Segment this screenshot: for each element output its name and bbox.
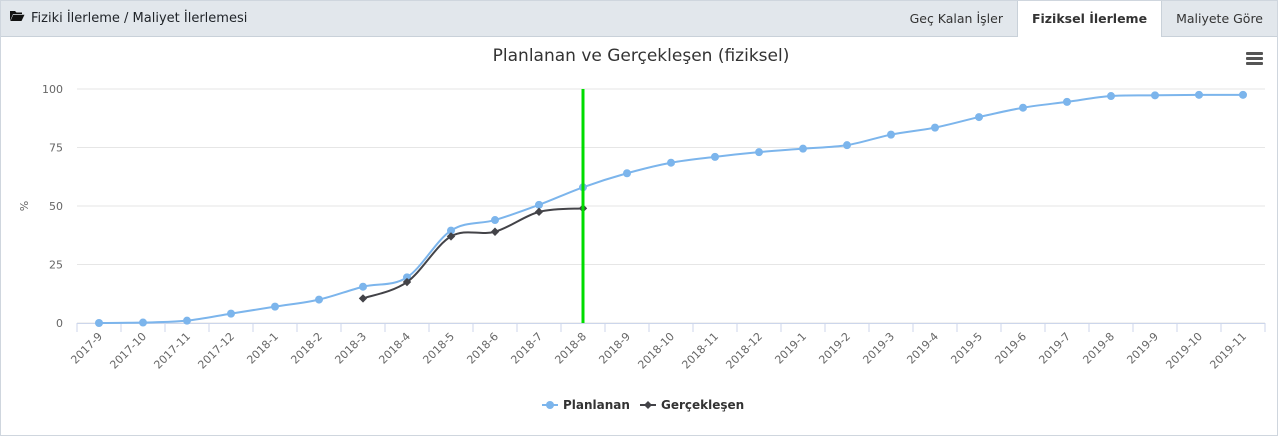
data-point[interactable] bbox=[1063, 97, 1071, 106]
x-tick-label: 2018-1 bbox=[244, 330, 281, 367]
x-tick-label: 2018-10 bbox=[635, 330, 677, 372]
data-point[interactable] bbox=[1107, 92, 1115, 101]
y-axis-label: % bbox=[18, 201, 31, 211]
data-point[interactable] bbox=[95, 319, 103, 327]
data-point[interactable] bbox=[931, 123, 939, 132]
chart-title: Planlanan ve Gerçekleşen (fiziksel) bbox=[493, 46, 790, 66]
x-tick-label: 2019-9 bbox=[1124, 330, 1161, 367]
x-tick-label: 2019-6 bbox=[992, 330, 1029, 367]
x-tick-label: 2019-7 bbox=[1036, 330, 1073, 367]
data-point[interactable] bbox=[843, 141, 851, 150]
x-tick-label: 2018-2 bbox=[288, 330, 325, 367]
x-tick-label: 2018-7 bbox=[508, 330, 545, 367]
tab-physical-progress[interactable]: Fiziksel İlerleme bbox=[1016, 1, 1163, 37]
x-tick-label: 2017-12 bbox=[195, 330, 237, 372]
data-point[interactable] bbox=[1195, 90, 1203, 99]
folder-open-icon bbox=[9, 1, 25, 36]
data-point[interactable] bbox=[446, 232, 456, 241]
data-point[interactable] bbox=[490, 227, 500, 236]
y-tick-label: 100 bbox=[42, 83, 63, 96]
legend-label: Planlanan bbox=[563, 398, 630, 412]
data-point[interactable] bbox=[1239, 90, 1247, 99]
x-tick-label: 2018-11 bbox=[679, 330, 721, 372]
data-point[interactable] bbox=[491, 216, 499, 225]
x-tick-label: 2018-4 bbox=[376, 330, 413, 367]
x-tick-label: 2019-10 bbox=[1163, 330, 1205, 372]
y-tick-label: 50 bbox=[49, 200, 63, 213]
x-tick-label: 2017-10 bbox=[107, 330, 149, 372]
x-tick-label: 2019-4 bbox=[904, 330, 941, 367]
data-point[interactable] bbox=[1019, 103, 1027, 112]
data-point[interactable] bbox=[359, 282, 367, 291]
x-tick-label: 2019-2 bbox=[816, 330, 853, 367]
data-point[interactable] bbox=[1151, 91, 1159, 100]
panel-title: Fiziki İlerleme / Maliyet İlerlemesi bbox=[9, 1, 247, 36]
x-tick-label: 2019-3 bbox=[860, 330, 897, 367]
x-tick-label: 2018-6 bbox=[464, 330, 501, 367]
y-tick-label: 75 bbox=[49, 142, 63, 155]
data-point[interactable] bbox=[447, 226, 455, 235]
chart-container: Planlanan ve Gerçekleşen (fiziksel) 0 25 50… bbox=[1, 37, 1277, 435]
panel-title-text: Fiziki İlerleme / Maliyet İlerlemesi bbox=[31, 11, 248, 26]
x-tick-label: 2018-8 bbox=[552, 330, 589, 367]
legend-item-planned[interactable]: Planlanan bbox=[542, 398, 630, 412]
series-line-planned bbox=[98, 93, 1244, 324]
data-point[interactable] bbox=[623, 169, 631, 178]
x-tick-label: 2018-3 bbox=[332, 330, 369, 367]
x-tick-label: 2018-12 bbox=[723, 330, 765, 372]
y-tick-label: 25 bbox=[49, 259, 63, 272]
y-tick-label: 0 bbox=[56, 317, 63, 330]
x-tick-label: 2018-5 bbox=[420, 330, 457, 367]
panel-header: Fiziki İlerleme / Maliyet İlerlemesi Geç… bbox=[1, 1, 1277, 37]
data-point[interactable] bbox=[271, 302, 279, 311]
tab-bar: Geç Kalan İşler Fiziksel İlerleme Maliye… bbox=[896, 1, 1277, 37]
x-tick-label: 2019-11 bbox=[1207, 330, 1249, 372]
data-point[interactable] bbox=[887, 130, 895, 139]
data-point[interactable] bbox=[755, 148, 763, 157]
x-tick-label: 2019-1 bbox=[772, 330, 809, 367]
series-line-actual bbox=[362, 207, 584, 300]
data-point[interactable] bbox=[711, 152, 719, 161]
data-point[interactable] bbox=[534, 207, 544, 217]
data-point[interactable] bbox=[183, 316, 191, 325]
data-point[interactable] bbox=[227, 309, 235, 318]
tab-late-tasks[interactable]: Geç Kalan İşler bbox=[909, 11, 1003, 26]
data-point[interactable] bbox=[139, 318, 147, 327]
data-point[interactable] bbox=[315, 295, 323, 304]
data-point[interactable] bbox=[975, 113, 983, 122]
x-tick-label: 2019-5 bbox=[948, 330, 985, 367]
x-tick-label: 2019-8 bbox=[1080, 330, 1117, 367]
tab-by-cost[interactable]: Maliyete Göre bbox=[1176, 11, 1263, 26]
legend-item-actual[interactable]: Gerçekleşen bbox=[640, 398, 744, 412]
line-chart: Planlanan ve Gerçekleşen (fiziksel) 0 25 50… bbox=[18, 46, 1266, 412]
x-tick-label: 2017-9 bbox=[68, 330, 105, 367]
data-point[interactable] bbox=[402, 277, 412, 287]
data-point[interactable] bbox=[667, 158, 675, 167]
legend-label: Gerçekleşen bbox=[661, 398, 744, 412]
hamburger-menu-icon[interactable] bbox=[1246, 52, 1263, 65]
data-point[interactable] bbox=[799, 144, 807, 153]
x-tick-label: 2018-9 bbox=[596, 330, 633, 367]
data-point[interactable] bbox=[535, 200, 543, 209]
x-tick-label: 2017-11 bbox=[151, 330, 193, 372]
data-point[interactable] bbox=[358, 294, 368, 303]
